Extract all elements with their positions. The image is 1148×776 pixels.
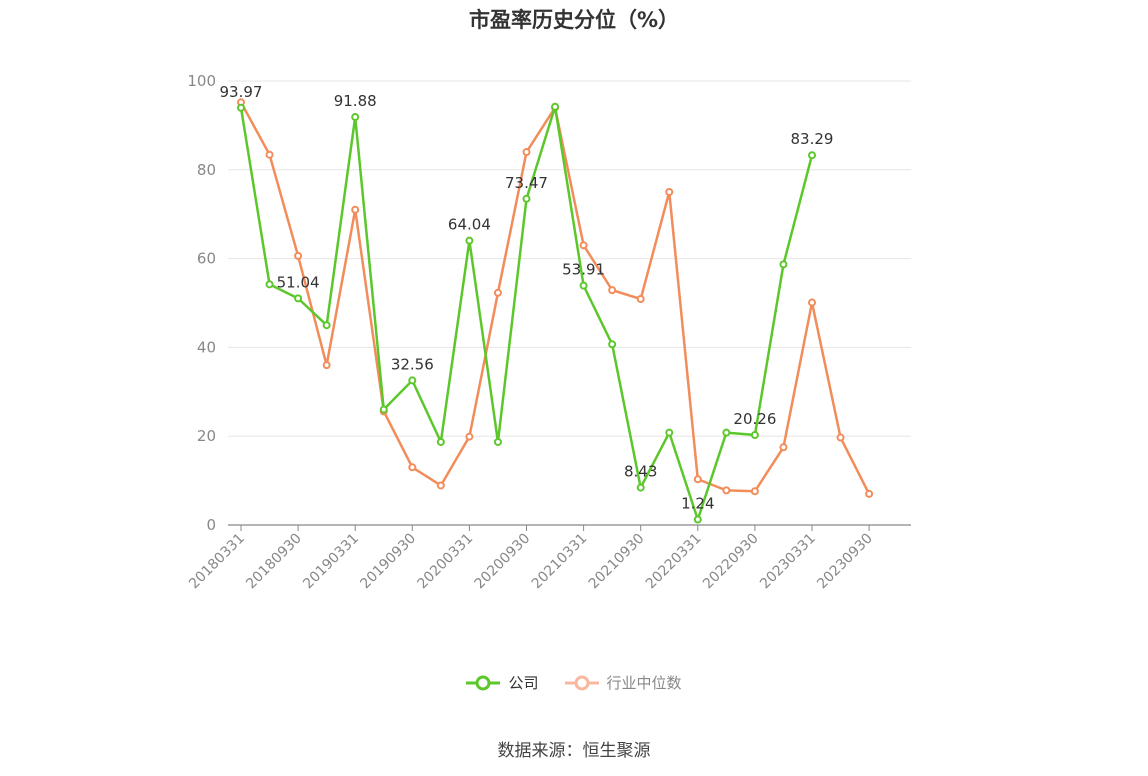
data-label-company: 93.97 [220,83,263,101]
grid-layer [228,80,911,437]
x-tick-label: 20230331 [757,531,819,593]
x-tick-label: 20200930 [472,531,534,593]
data-point-company [665,428,674,437]
legend-label-industry-median: 行业中位数 [606,674,682,692]
data-point-industry-median [750,487,759,496]
data-point-company [636,483,645,492]
data-point-company [522,194,531,203]
data-point-industry-median [436,481,445,490]
data-point-industry-median [636,295,645,304]
data-point-industry-median [351,205,360,214]
data-point-industry-median [579,241,588,250]
y-tick-label: 0 [206,516,216,534]
series-line-company [239,105,814,521]
data-label-company: 64.04 [448,216,491,234]
legend-marker-industry-median [564,675,599,690]
x-tick-label: 20190331 [300,531,362,593]
x-tick-label: 20210930 [586,531,648,593]
data-label-company: 53.91 [562,261,605,279]
x-tick-label: 20180331 [186,531,248,593]
data-point-industry-median [522,148,531,157]
data-point-company [465,236,474,245]
data-point-industry-median [465,432,474,441]
data-point-company [493,437,502,446]
data-point-company [436,437,445,446]
series-layer [237,98,874,524]
data-point-company [722,428,731,437]
data-label-company: 8.43 [624,463,657,481]
data-point-company [237,103,245,112]
label-layer: 93.97 51.04 91.88 32.56 64.04 73.47 53.91 8.43 1… [220,83,834,513]
data-label-company: 32.56 [391,355,434,373]
source-note: 数据来源：恒生聚源 [497,741,651,761]
chart-title: 市盈率历史分位（%） [468,8,680,32]
data-point-company [551,102,560,111]
x-tick-label: 20200331 [415,531,477,593]
data-point-company [750,431,759,440]
data-point-company [322,321,331,330]
data-point-industry-median [493,288,502,297]
data-point-industry-median [808,298,816,307]
data-point-industry-median [693,475,702,484]
data-point-company [693,515,702,524]
legend: 公司 行业中位数 [0,672,1148,693]
legend-label-company: 公司 [508,674,539,692]
data-point-company [351,113,360,122]
data-point-company [579,281,588,290]
x-tick-label: 20220331 [643,531,705,593]
data-label-company: 51.04 [277,273,320,291]
legend-marker-company [466,675,501,690]
y-tick-label: 100 [187,72,216,90]
x-tick-label: 20210331 [529,531,591,593]
data-point-industry-median [722,486,731,495]
data-label-company: 91.88 [334,92,377,110]
x-tick-label: 20220930 [700,531,762,593]
y-tick-label: 80 [197,161,216,179]
data-label-company: 73.47 [505,174,548,192]
data-point-industry-median [865,489,874,498]
data-point-industry-median [779,443,788,452]
data-point-company [808,151,816,160]
data-point-company [379,405,388,414]
legend-item-company[interactable]: 公司 [466,672,539,693]
data-label-company: 20.26 [733,410,776,428]
data-point-company [294,294,303,303]
data-point-industry-median [322,361,331,370]
series-line-industry-median [239,101,871,495]
legend-item-industry-median[interactable]: 行业中位数 [564,672,682,693]
y-tick-label: 20 [197,427,216,445]
y-tick-label: 40 [197,338,216,356]
data-point-company [408,376,417,385]
data-point-industry-median [265,150,274,159]
data-point-company [608,340,617,349]
data-point-industry-median [294,251,303,260]
data-point-industry-median [608,286,617,295]
x-tick-label: 20180930 [243,531,305,593]
data-label-company: 83.29 [791,130,834,148]
y-tick-label: 60 [197,250,216,268]
data-point-industry-median [665,188,674,196]
x-tick-label: 20190930 [357,531,419,593]
data-point-industry-median [836,433,845,442]
x-tick-label: 20230930 [814,531,876,593]
axis-layer: 0 20 40 60 80 100 2018033120180930201903312019… [186,72,911,592]
data-point-industry-median [408,463,417,472]
data-point-company [779,260,788,269]
data-label-company: 1.24 [681,494,714,512]
data-point-company [265,280,274,289]
